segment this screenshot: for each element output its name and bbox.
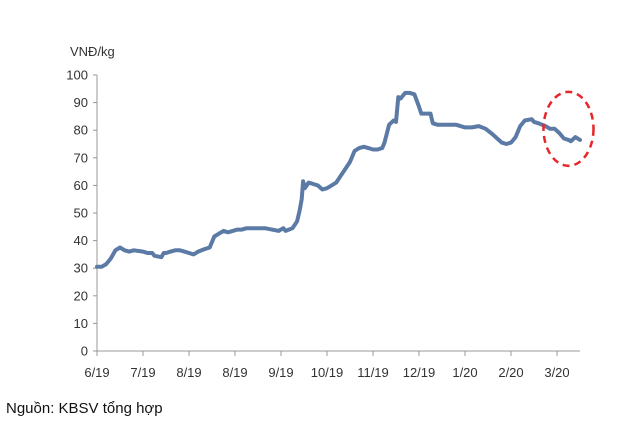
source-note: Nguồn: KBSV tổng hợp — [6, 400, 163, 417]
y-tick-label: 90 — [74, 95, 88, 110]
series-layer — [95, 90, 582, 269]
y-tick-label: 60 — [74, 178, 88, 193]
y-tick-label: 70 — [74, 150, 88, 165]
y-tick-label: 100 — [66, 68, 88, 83]
y-tick-label: 10 — [74, 316, 88, 331]
y-axis: 0 10 20 30 40 50 60 70 80 90 100 — [66, 68, 98, 359]
x-tick-label: 10/19 — [311, 365, 344, 380]
x-tick-label: 2/20 — [498, 365, 523, 380]
y-tick-label: 0 — [81, 344, 88, 359]
price-series-line — [95, 90, 582, 269]
y-tick-label: 40 — [74, 233, 88, 248]
x-tick-label: 3/20 — [544, 365, 569, 380]
y-tick-label: 80 — [74, 123, 88, 138]
x-tick-label: 8/19 — [176, 365, 201, 380]
annotation-layer — [542, 90, 595, 168]
x-tick-label: 9/19 — [268, 365, 293, 380]
x-tick-label: 7/19 — [130, 365, 155, 380]
y-tick-label: 30 — [74, 261, 88, 276]
x-tick-label: 6/19 — [84, 365, 109, 380]
x-tick-label: 11/19 — [357, 365, 389, 380]
y-tick-label: 50 — [74, 206, 88, 221]
x-tick-label: 1/20 — [452, 365, 477, 380]
x-tick-label: 12/19 — [403, 365, 436, 380]
y-tick-label: 20 — [74, 288, 88, 303]
x-axis: 6/19 7/19 8/19 8/19 9/19 10/19 11/19 12/19 1/20 2… — [84, 350, 580, 380]
y-axis-unit-label: VNĐ/kg — [70, 44, 115, 59]
price-line-chart: VNĐ/kg 0 10 20 30 40 50 60 70 80 90 100 6/19 7/19 8/… — [66, 44, 595, 380]
highlight-ellipse — [542, 90, 595, 168]
x-tick-label: 8/19 — [222, 365, 247, 380]
